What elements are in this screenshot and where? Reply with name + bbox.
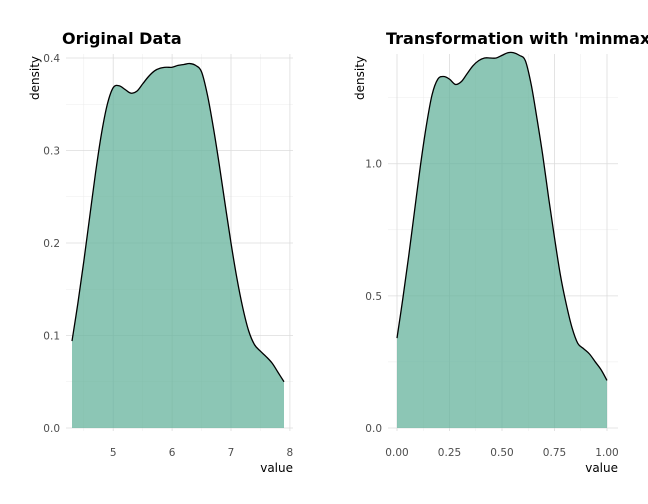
y-axis-label: density xyxy=(28,56,42,100)
y-tick-label: 0.0 xyxy=(365,423,382,435)
x-tick-label: 1.00 xyxy=(595,447,618,459)
x-tick-label: 0.00 xyxy=(385,447,408,459)
y-tick-label: 0.4 xyxy=(43,53,60,65)
density-curve xyxy=(71,62,285,383)
panel-original-data: Original Data density value 5 6 7 8 0.0 0.1 0.… xyxy=(28,29,293,475)
x-tick-label: 5 xyxy=(110,447,117,459)
density-area-group xyxy=(396,51,608,428)
density-curve xyxy=(396,51,608,381)
tick-labels: 5 6 7 8 0.0 0.1 0.2 0.3 0.4 xyxy=(43,53,293,459)
density-area-group xyxy=(71,62,285,428)
x-tick-label: 6 xyxy=(169,447,176,459)
tick-labels: 0.00 0.25 0.50 0.75 1.00 0.0 0.5 1.0 xyxy=(365,159,618,459)
y-tick-label: 0.3 xyxy=(43,146,60,158)
y-tick-label: 1.0 xyxy=(365,159,382,171)
y-tick-label: 0.1 xyxy=(43,331,60,343)
y-tick-label: 0.5 xyxy=(365,291,382,303)
panel-title: Transformation with 'minmax' xyxy=(386,29,648,48)
x-axis-label: value xyxy=(585,461,618,475)
x-tick-label: 0.50 xyxy=(490,447,513,459)
x-axis-label: value xyxy=(260,461,293,475)
density-area xyxy=(72,63,284,428)
x-tick-label: 0.25 xyxy=(438,447,461,459)
panel-title: Original Data xyxy=(62,29,182,48)
x-tick-label: 7 xyxy=(228,447,235,459)
y-tick-label: 0.2 xyxy=(43,238,60,250)
x-tick-label: 0.75 xyxy=(543,447,566,459)
panel-minmax: Transformation with 'minmax' density val… xyxy=(353,29,648,475)
density-area xyxy=(397,52,607,428)
y-tick-label: 0.0 xyxy=(43,423,60,435)
y-axis-label: density xyxy=(353,56,367,100)
x-tick-label: 8 xyxy=(287,447,294,459)
